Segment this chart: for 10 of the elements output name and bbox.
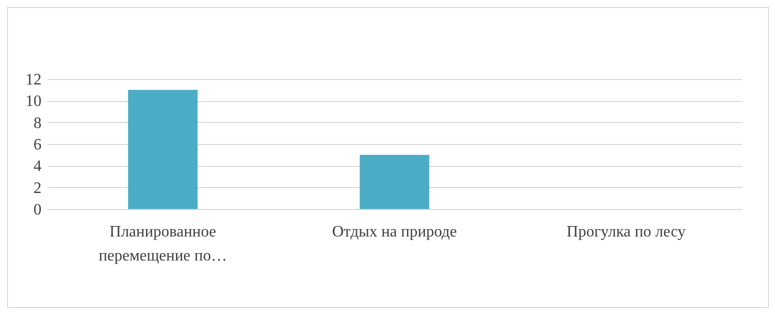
y-tick-label: 6: [34, 136, 42, 154]
x-tick-label: Отдых на природе: [332, 224, 457, 240]
y-tick-label: 8: [34, 114, 42, 132]
y-tick-label: 0: [34, 202, 42, 218]
y-tick-label: 4: [34, 158, 42, 176]
y-tick-label: 2: [34, 180, 42, 197]
x-tick-label: Планированное перемещение по…: [98, 224, 227, 264]
y-tick-label: 12: [26, 72, 42, 88]
y-tick-label: 10: [26, 93, 42, 110]
x-tick-label: Прогулка по лесу: [566, 224, 686, 240]
